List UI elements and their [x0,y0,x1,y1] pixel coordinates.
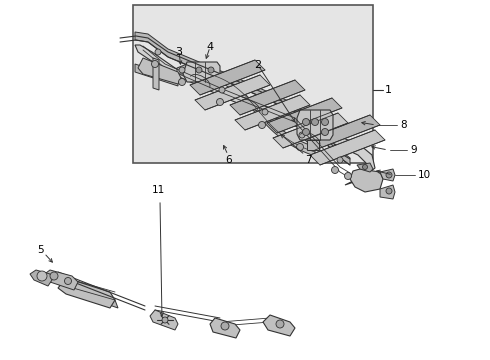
Circle shape [363,165,368,170]
Circle shape [151,60,158,68]
Polygon shape [138,58,181,84]
Polygon shape [150,310,178,330]
Polygon shape [215,73,315,156]
Polygon shape [135,32,350,165]
Polygon shape [58,278,115,308]
Circle shape [50,272,58,280]
Polygon shape [195,75,270,110]
Polygon shape [210,318,240,338]
Circle shape [386,188,392,194]
Polygon shape [135,45,375,185]
Circle shape [332,166,339,174]
Circle shape [196,67,202,73]
Text: 4: 4 [206,42,214,52]
Text: 9: 9 [410,145,416,155]
Circle shape [344,172,351,180]
Circle shape [302,129,310,135]
Circle shape [37,271,47,281]
Bar [133,5,373,163]
Text: 6: 6 [225,155,232,165]
Circle shape [179,67,185,73]
Polygon shape [273,113,348,148]
Text: 2: 2 [254,60,262,70]
Circle shape [386,172,392,178]
Circle shape [162,317,168,323]
Polygon shape [42,270,78,290]
Text: 8: 8 [400,120,407,130]
Text: 1: 1 [385,85,392,95]
Circle shape [221,322,229,330]
Circle shape [302,118,310,126]
Polygon shape [58,280,118,308]
Circle shape [262,109,268,115]
Polygon shape [177,64,190,74]
Circle shape [321,129,328,135]
Circle shape [217,99,223,105]
Circle shape [296,144,303,150]
Polygon shape [357,163,373,172]
Circle shape [178,78,186,86]
Circle shape [321,118,328,126]
Circle shape [219,87,225,93]
Circle shape [337,157,343,163]
Polygon shape [350,169,383,192]
Polygon shape [190,60,265,95]
Circle shape [299,132,305,138]
Polygon shape [135,64,178,86]
Polygon shape [267,98,342,133]
Polygon shape [153,58,159,90]
Text: 10: 10 [418,170,431,180]
Circle shape [155,49,161,55]
Text: 3: 3 [175,47,182,57]
Circle shape [208,67,214,73]
Text: 5: 5 [37,245,43,255]
Polygon shape [183,62,220,82]
Polygon shape [380,185,395,199]
Polygon shape [310,130,385,165]
Polygon shape [297,110,333,140]
Circle shape [259,122,266,129]
Circle shape [276,320,284,328]
Polygon shape [30,270,52,286]
Polygon shape [235,95,310,130]
Text: 11: 11 [151,185,165,195]
Polygon shape [380,169,395,181]
Polygon shape [263,315,295,336]
Polygon shape [307,140,319,150]
Circle shape [65,278,72,284]
Polygon shape [305,115,380,150]
Circle shape [312,118,318,126]
Text: 7: 7 [305,155,312,165]
Polygon shape [230,80,305,115]
